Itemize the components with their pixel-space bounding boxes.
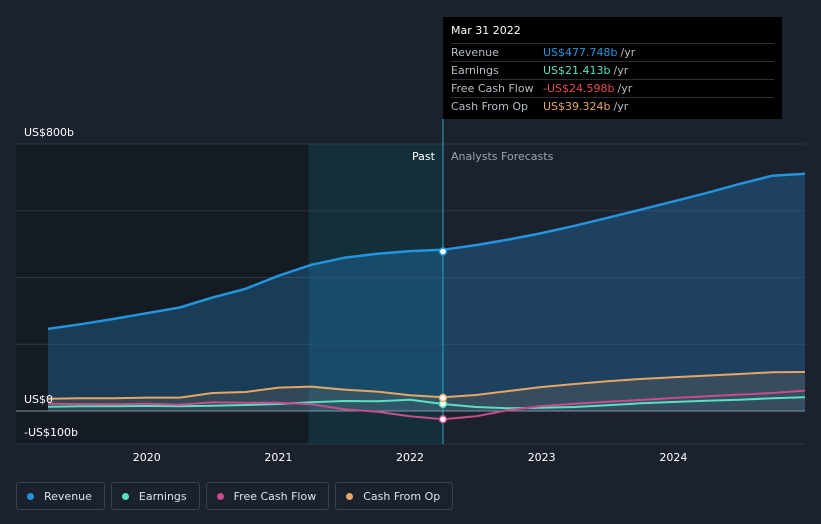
highlight-region <box>308 144 443 444</box>
forecast-label: Analysts Forecasts <box>451 150 554 163</box>
series-line-free-cash-flow <box>47 389 806 421</box>
tooltip-value: US$21.413b <box>543 64 611 77</box>
legend-label: Revenue <box>44 489 92 503</box>
highlight-point-cash-from-op <box>438 393 448 403</box>
past-label: Past <box>412 150 436 163</box>
tooltip-row-free-cash-flow: Free Cash Flow -US$24.598b /yr <box>451 79 774 97</box>
tooltip-date: Mar 31 2022 <box>451 24 521 37</box>
series-area-revenue <box>48 173 805 411</box>
x-tick-label: 2023 <box>528 451 556 464</box>
tooltip-value: US$477.748b <box>543 46 618 59</box>
tooltip-value: -US$24.598b <box>543 82 615 95</box>
tooltip-row-earnings: Earnings US$21.413b /yr <box>451 61 774 79</box>
legend-label: Cash From Op <box>363 489 441 503</box>
tooltip-label: Earnings <box>451 64 499 77</box>
tooltip-value: US$39.324b <box>543 100 611 113</box>
tooltip-unit: /yr <box>613 64 629 77</box>
x-tick-label: 2020 <box>133 451 161 464</box>
legend-label: Earnings <box>138 489 187 503</box>
tooltip-label: Cash From Op <box>451 100 529 113</box>
free-cash-flow-dot-icon <box>216 492 224 500</box>
tooltip-label: Revenue <box>451 46 499 59</box>
tooltip: Mar 31 2022 Revenue US$477.748b /yr Earn… <box>443 17 782 119</box>
legend: Revenue Earnings Free Cash Flow Cash Fro… <box>16 482 454 510</box>
series-line-earnings <box>47 396 806 410</box>
series-lines <box>47 172 806 421</box>
tooltip-unit: /yr <box>620 46 636 59</box>
x-tick-label: 2021 <box>264 451 292 464</box>
tooltip-row-cash-from-op: Cash From Op US$39.324b /yr <box>451 97 774 115</box>
tooltip-unit: /yr <box>613 100 629 113</box>
highlight-point-free-cash-flow <box>438 414 448 424</box>
series-line-cash-from-op <box>47 371 806 400</box>
legend-item-cash-from-op[interactable]: Cash From Op <box>335 482 454 510</box>
y-tick-label: -US$100b <box>24 426 78 439</box>
legend-item-earnings[interactable]: Earnings <box>110 482 200 510</box>
legend-label: Free Cash Flow <box>233 489 317 503</box>
revenue-dot-icon <box>27 492 34 500</box>
y-tick-label: US$800b <box>24 126 74 139</box>
tooltip-unit: /yr <box>617 82 633 95</box>
legend-item-free-cash-flow[interactable]: Free Cash Flow <box>205 482 330 510</box>
highlight-point-revenue <box>438 247 448 256</box>
series-line-revenue <box>47 172 806 331</box>
x-tick-label: 2022 <box>396 451 424 464</box>
y-axis-labels: US$800b US$0 -US$100b <box>24 126 78 439</box>
tooltip-label: Free Cash Flow <box>451 82 534 95</box>
highlight-points <box>438 247 448 424</box>
tooltip-row-revenue: Revenue US$477.748b /yr <box>451 43 774 61</box>
gridlines <box>16 143 805 445</box>
y-tick-label: US$0 <box>24 393 53 406</box>
cash-from-op-dot-icon <box>346 492 354 500</box>
x-tick-label: 2024 <box>659 451 687 464</box>
x-axis-labels: 2020 2021 2022 2023 2024 <box>133 451 688 464</box>
earnings-dot-icon <box>121 492 129 500</box>
legend-item-revenue[interactable]: Revenue <box>16 482 105 510</box>
